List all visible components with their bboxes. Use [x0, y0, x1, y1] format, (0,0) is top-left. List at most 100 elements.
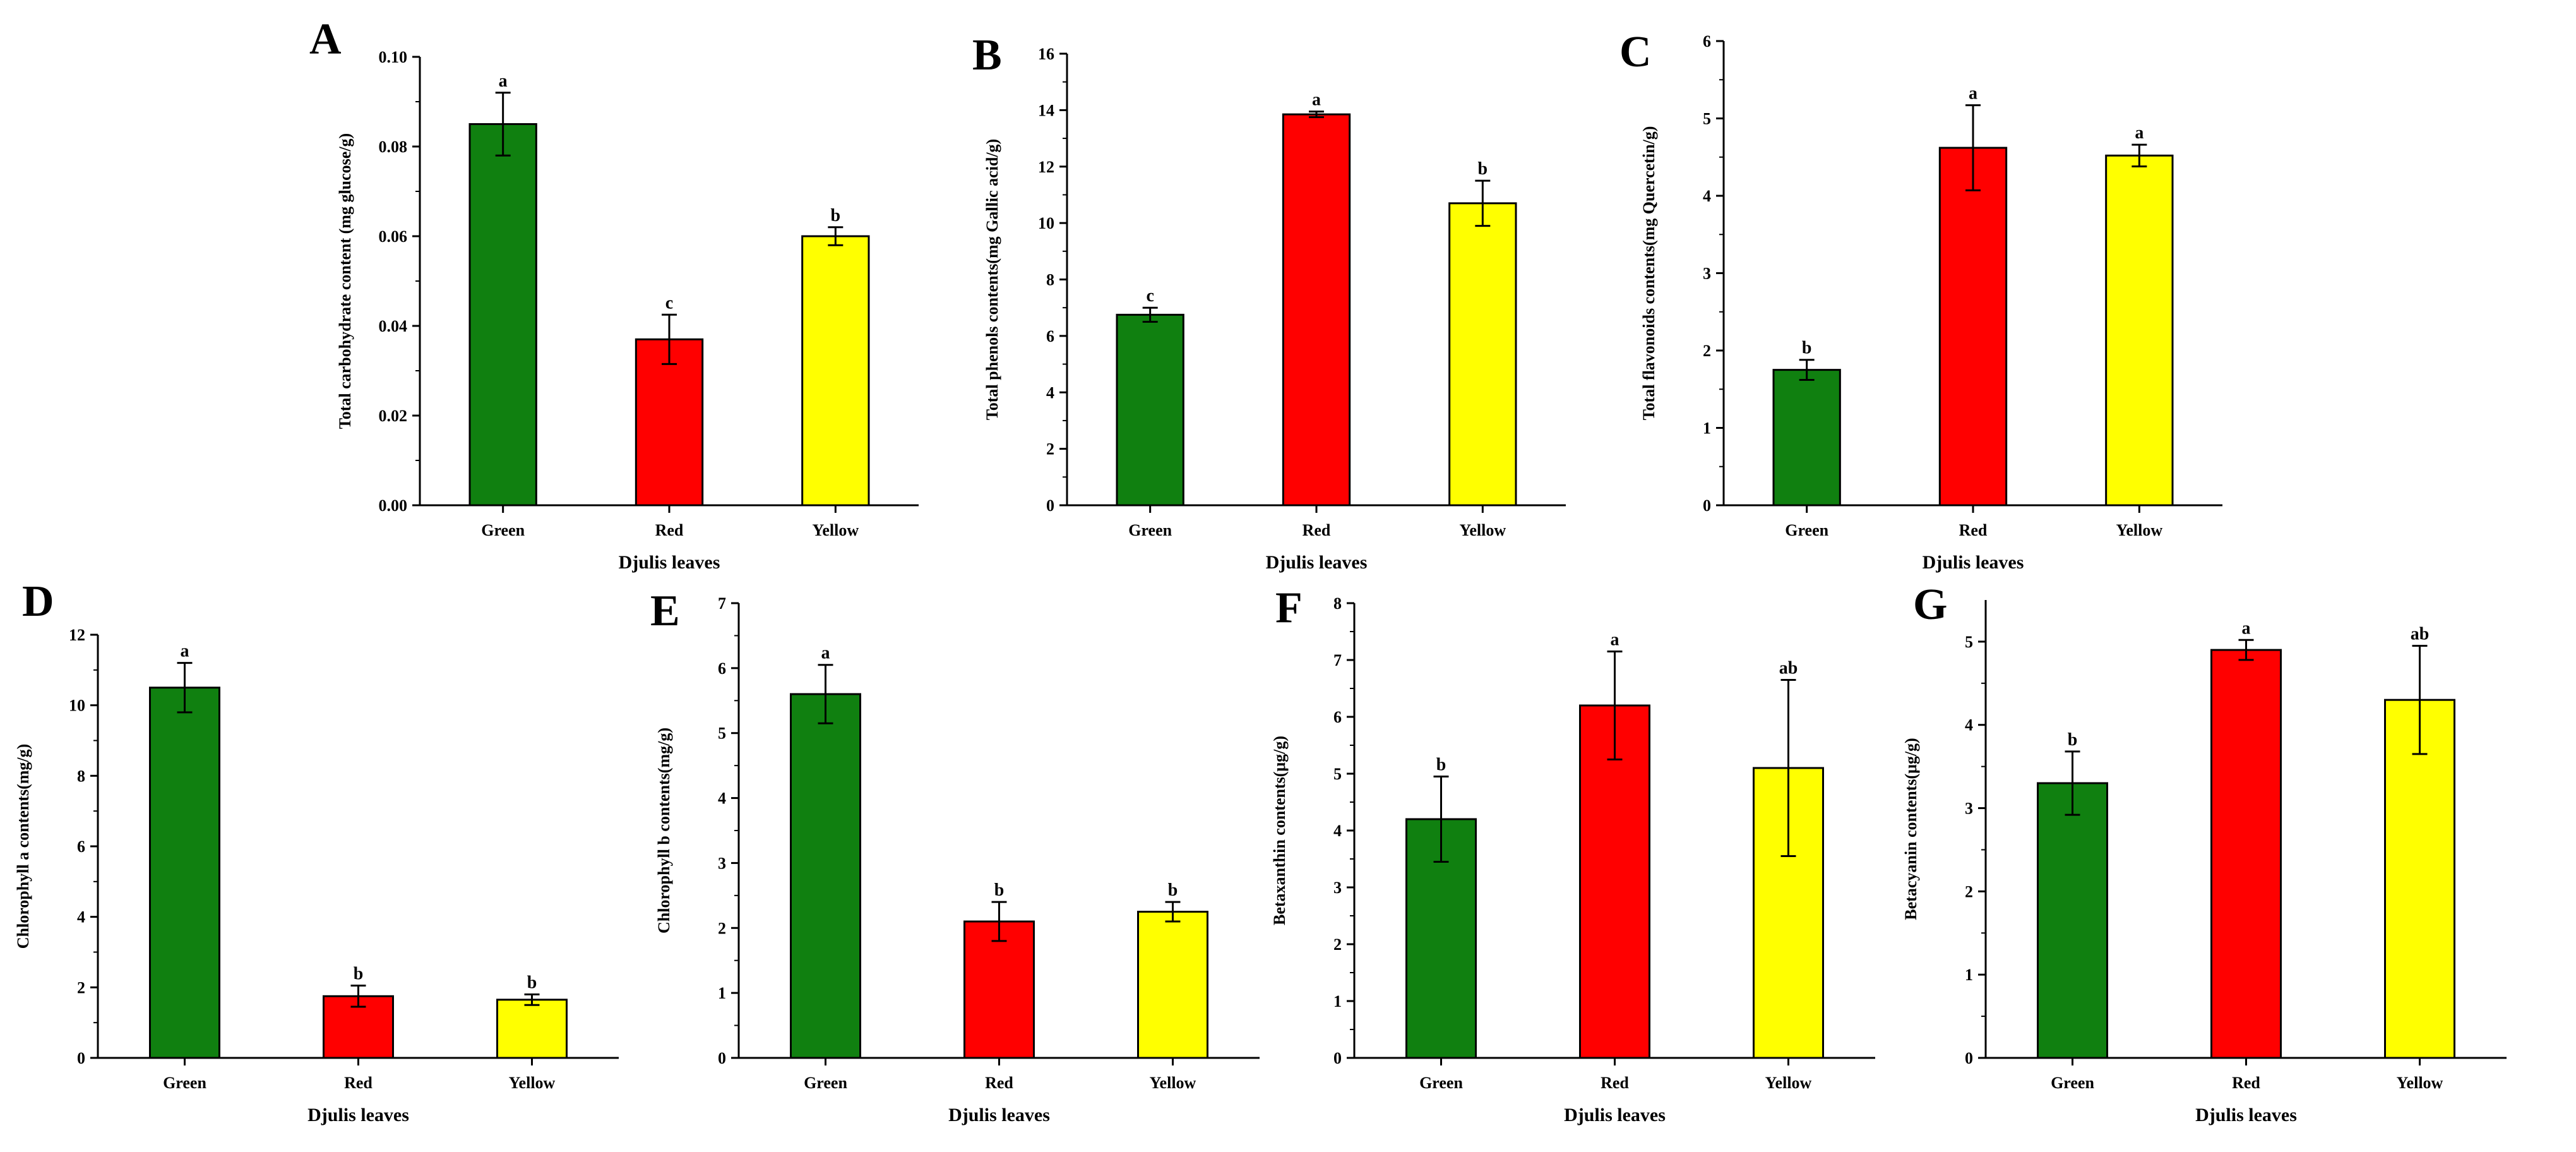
chart-panel-a: A 0.00 0.02 0.04 0.06 0.08 0.10 a Green c Red b Yell… — [309, 15, 919, 573]
x-tick-label: Yellow — [509, 1074, 556, 1092]
y-tick-label: 12 — [1038, 158, 1054, 176]
x-axis-title: Djulis leaves — [307, 1105, 409, 1125]
bar-red — [1282, 113, 1351, 507]
bar-red — [2210, 649, 2282, 1059]
y-tick-label: 3 — [1965, 800, 1973, 818]
significance-letter: b — [354, 964, 364, 984]
y-tick-label: 4 — [1046, 383, 1054, 402]
significance-letter: c — [1146, 286, 1154, 306]
x-axis-title: Djulis leaves — [948, 1105, 1050, 1125]
significance-letter: b — [1436, 755, 1446, 775]
y-axis-title: Betacyanin contents(μg/g) — [1902, 738, 1920, 920]
y-tick-label: 5 — [1703, 110, 1711, 128]
x-tick-label: Green — [163, 1074, 206, 1092]
bar-green — [1772, 369, 1841, 507]
y-axis-title: Total flavonoids contents(mg Quercetin/g… — [1640, 126, 1658, 421]
x-tick-label: Yellow — [1150, 1074, 1196, 1092]
x-tick-label: Red — [2232, 1074, 2260, 1092]
x-tick-label: Green — [481, 521, 525, 539]
significance-letter: ab — [2411, 625, 2430, 644]
significance-letter: a — [2135, 123, 2144, 143]
x-tick-label: Yellow — [812, 521, 859, 539]
chart-panel-g: G 0 1 2 3 4 5 b Green a Red ab Yellow Djulis leaves Be… — [1902, 580, 2507, 1125]
x-tick-label: Red — [1303, 521, 1331, 539]
significance-letter: ab — [1779, 659, 1798, 678]
chart-panel-e: E 0 1 2 3 4 5 6 7 a Green b Red b Yellow Djulis leaves C… — [650, 587, 1260, 1125]
y-tick-label: 0.00 — [379, 496, 408, 515]
bar-green — [1116, 313, 1184, 507]
y-tick-label: 16 — [1038, 45, 1054, 63]
x-tick-label: Red — [1601, 1074, 1629, 1092]
bar-green — [790, 693, 861, 1059]
y-tick-label: 5 — [1333, 765, 1342, 783]
x-tick-label: Green — [1419, 1074, 1463, 1092]
y-tick-label: 0.04 — [379, 317, 408, 335]
bar-red — [963, 920, 1035, 1059]
y-tick-label: 6 — [1046, 327, 1054, 345]
y-tick-label: 1 — [1703, 419, 1711, 438]
y-tick-label: 3 — [1333, 879, 1342, 897]
y-tick-label: 8 — [1046, 271, 1054, 289]
y-tick-label: 12 — [69, 626, 85, 644]
significance-letter: a — [499, 71, 508, 91]
bar-yellow — [1137, 911, 1208, 1059]
y-tick-label: 3 — [718, 854, 726, 872]
bar-green — [149, 687, 220, 1059]
significance-letter: a — [1312, 90, 1321, 110]
significance-letter: a — [2242, 618, 2251, 638]
bar-red — [635, 338, 704, 507]
x-axis-title: Djulis leaves — [619, 552, 720, 573]
significance-letter: a — [1969, 84, 1977, 104]
y-tick-label: 2 — [718, 919, 726, 937]
y-tick-label: 0.06 — [379, 227, 408, 246]
significance-letter: a — [181, 642, 189, 661]
y-tick-label: 0.02 — [379, 407, 408, 425]
y-tick-label: 5 — [1965, 633, 1973, 651]
y-tick-label: 4 — [718, 789, 726, 808]
significance-letter: c — [665, 293, 673, 313]
significance-letter: b — [831, 206, 841, 225]
x-tick-label: Yellow — [2116, 521, 2162, 539]
y-axis-title: Total phenols contents(mg Gallic acid/g) — [983, 139, 1001, 420]
significance-letter: b — [2068, 730, 2078, 750]
x-tick-label: Green — [2051, 1074, 2094, 1092]
panel-letter: C — [1619, 28, 1652, 76]
bar-green — [2037, 782, 2108, 1059]
y-tick-label: 6 — [77, 837, 85, 856]
y-tick-label: 0 — [1046, 496, 1054, 515]
x-tick-label: Yellow — [1459, 521, 1506, 539]
y-tick-label: 0.10 — [379, 48, 408, 66]
y-tick-label: 2 — [1333, 935, 1342, 954]
x-tick-label: Red — [985, 1074, 1013, 1092]
y-axis-title: Total carbohydrate content (mg glucose/g… — [336, 133, 354, 429]
x-tick-label: Green — [1785, 521, 1828, 539]
y-tick-label: 4 — [1965, 716, 1973, 735]
bar-green — [468, 123, 537, 507]
y-tick-label: 0 — [1333, 1049, 1342, 1067]
y-tick-label: 7 — [718, 594, 726, 613]
y-axis-title: Chlorophyll a contents(mg/g) — [14, 744, 32, 949]
y-tick-label: 2 — [77, 978, 85, 997]
y-tick-label: 10 — [69, 697, 85, 715]
chart-panel-c: C 0 1 2 3 4 5 6 b Green a Red a Yellow Djulis leaves To… — [1619, 28, 2222, 573]
bar-red — [1938, 147, 2008, 507]
y-tick-label: 1 — [1965, 966, 1973, 984]
y-tick-label: 0 — [718, 1049, 726, 1067]
chart-panel-b: B 0 2 4 6 8 10 12 14 16 c Green a Red b Yellow Djulis le… — [972, 31, 1566, 573]
y-tick-label: 6 — [1333, 708, 1342, 726]
y-tick-label: 6 — [718, 659, 726, 678]
y-tick-label: 3 — [1703, 265, 1711, 283]
y-tick-label: 4 — [77, 908, 85, 927]
y-tick-label: 2 — [1965, 882, 1973, 901]
significance-letter: b — [994, 880, 1005, 900]
y-tick-label: 0.08 — [379, 138, 408, 156]
x-tick-label: Red — [344, 1074, 373, 1092]
y-tick-label: 0 — [1703, 496, 1711, 515]
y-axis-title: Chlorophyll b contents(mg/g) — [655, 728, 673, 933]
panel-letter: B — [972, 31, 1002, 80]
panel-letter: D — [22, 577, 54, 626]
y-tick-label: 8 — [77, 767, 85, 785]
panel-letter: F — [1275, 584, 1303, 632]
x-tick-label: Yellow — [1765, 1074, 1812, 1092]
